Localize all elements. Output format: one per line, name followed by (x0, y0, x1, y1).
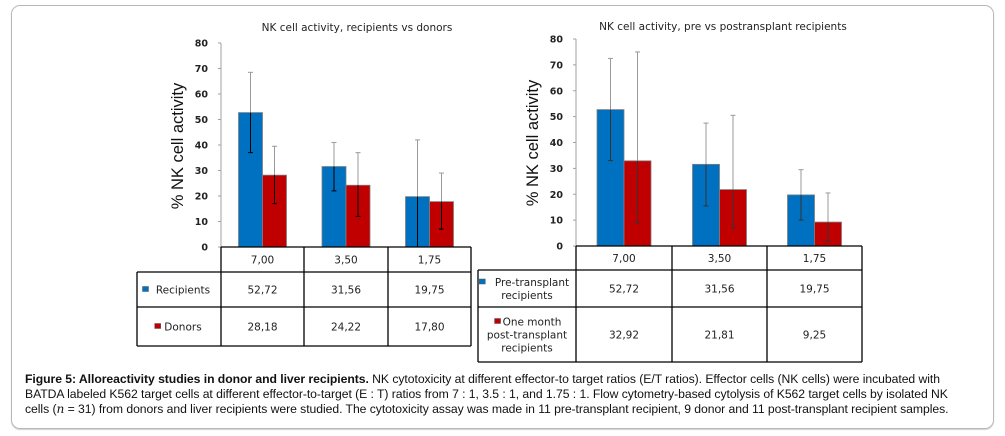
legend-swatch (142, 286, 149, 292)
caption-line-3b: = 31) from donors and liver recipients w… (64, 402, 949, 416)
y-tick-label: 80 (195, 39, 209, 50)
table-value: 31,56 (331, 285, 361, 297)
table-value: 21,81 (704, 330, 734, 342)
caption-line-2: BATDA labeled K562 target cells at diffe… (25, 387, 948, 401)
y-tick-label: 30 (195, 166, 209, 177)
y-tick-label: 10 (550, 216, 564, 227)
caption-line-3a: cells ( (25, 402, 57, 416)
table-value: 17,80 (414, 322, 444, 334)
chart-title: NK cell activity, pre vs postransplant r… (599, 21, 847, 33)
legend-label: post-transplant (487, 330, 567, 342)
y-tick-label: 40 (195, 141, 209, 152)
table-value: 52,72 (609, 284, 639, 296)
chart-title: NK cell activity, recipients vs donors (262, 22, 453, 34)
x-category-label: 1,75 (803, 253, 826, 265)
table-value: 19,75 (414, 285, 444, 297)
y-axis-label: % NK cell activity (169, 82, 187, 209)
y-tick-label: 40 (550, 138, 564, 149)
table-value: 9,25 (803, 330, 826, 342)
y-tick-label: 60 (195, 90, 209, 101)
x-category-label: 1,75 (418, 255, 441, 267)
table-value: 28,18 (247, 322, 277, 334)
table-value: 31,56 (704, 284, 734, 296)
legend-swatch (479, 278, 486, 285)
y-tick-label: 10 (195, 217, 209, 228)
y-tick-label: 0 (556, 242, 563, 253)
table-value: 24,22 (331, 322, 361, 334)
chart-recipients-vs-donors: NK cell activity, recipients vs donors %… (136, 22, 472, 347)
table-value: 19,75 (799, 284, 829, 296)
y-tick-label: 20 (195, 192, 209, 203)
table-value: 52,72 (247, 285, 277, 297)
caption-n-symbol: n (56, 402, 65, 416)
figure-caption: Figure 5: Alloreactivity studies in dono… (25, 372, 990, 417)
y-tick-label: 80 (550, 35, 564, 46)
x-category-label: 3,50 (708, 253, 731, 265)
caption-title: Figure 5: Alloreactivity studies in dono… (25, 372, 369, 386)
legend-label: Recipients (156, 285, 210, 297)
legend-label: One month (503, 317, 562, 329)
y-tick-label: 0 (201, 243, 208, 254)
y-tick-label: 50 (195, 115, 209, 126)
y-tick-label: 70 (550, 60, 564, 71)
legend-label: recipients (501, 290, 553, 302)
y-tick-label: 30 (550, 164, 564, 175)
y-tick-label: 50 (550, 112, 564, 123)
table-value: 32,92 (609, 330, 639, 342)
caption-line-1: NK cytotoxicity at different effector-to… (368, 372, 940, 386)
figure-frame (11, 5, 994, 429)
y-tick-label: 60 (550, 86, 564, 97)
x-category-label: 7,00 (251, 255, 274, 267)
legend-label: Donors (164, 322, 201, 334)
y-tick-label: 70 (195, 64, 209, 75)
y-axis-label: % NK cell activity (524, 79, 542, 206)
legend-swatch (154, 323, 161, 329)
x-category-label: 3,50 (334, 255, 357, 267)
legend-label: Pre-transplant (495, 277, 569, 289)
x-category-label: 7,00 (612, 253, 635, 265)
chart-pre-vs-post-transplant: NK cell activity, pre vs postransplant r… (477, 21, 863, 363)
legend-label: recipients (501, 343, 553, 355)
legend-swatch (494, 318, 501, 324)
y-tick-label: 20 (550, 190, 564, 201)
